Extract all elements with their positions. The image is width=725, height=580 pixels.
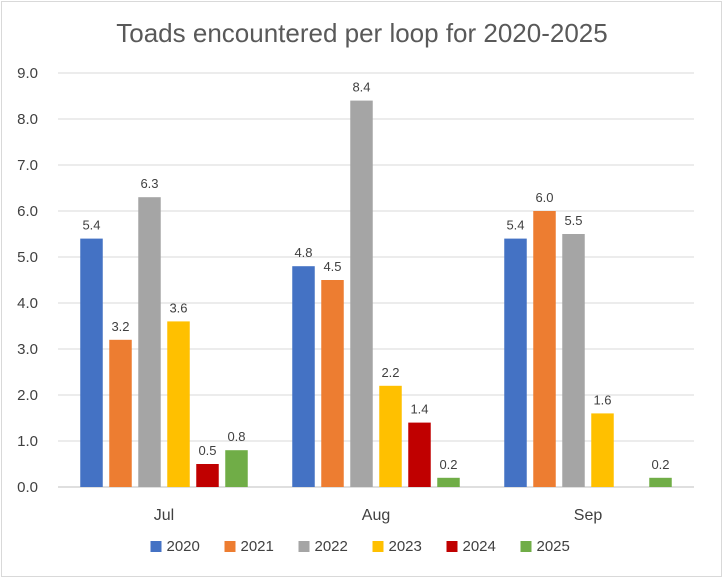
data-label-2022-sep: 5.5 bbox=[564, 213, 582, 228]
y-tick-label: 7.0 bbox=[17, 157, 38, 174]
bar-2021-jul bbox=[109, 339, 132, 487]
y-tick-label: 3.0 bbox=[17, 341, 38, 358]
data-label-2023-sep: 1.6 bbox=[593, 392, 611, 407]
legend-swatch bbox=[446, 541, 458, 552]
bar-2023-jul bbox=[167, 321, 190, 487]
legend-label: 2021 bbox=[241, 538, 274, 555]
data-label-2021-aug: 4.5 bbox=[323, 259, 341, 274]
data-label-2025-jul: 0.8 bbox=[227, 429, 245, 444]
legend-item-2025: 2025 bbox=[520, 538, 570, 555]
data-labels: 5.4 3.2 6.3 3.6 0.5 0.8 4.8 4.5 8.4 2.2 1.4 0.2 5.4 6… bbox=[82, 80, 669, 472]
legend-swatch bbox=[372, 541, 384, 552]
data-label-2024-jul: 0.5 bbox=[198, 443, 216, 458]
legend-swatch bbox=[224, 541, 236, 552]
bar-2023-aug bbox=[379, 385, 402, 487]
bar-2020-sep bbox=[504, 238, 527, 487]
legend-item-2021: 2021 bbox=[224, 538, 274, 555]
bar-2022-jul bbox=[138, 197, 161, 487]
data-label-2020-jul: 5.4 bbox=[82, 218, 100, 233]
legend-swatch bbox=[298, 541, 310, 552]
bars bbox=[80, 100, 672, 487]
y-tick-label: 0.0 bbox=[17, 479, 38, 496]
legend-label: 2022 bbox=[315, 538, 348, 555]
data-label-2021-jul: 3.2 bbox=[111, 319, 129, 334]
data-label-2022-aug: 8.4 bbox=[352, 80, 370, 95]
data-label-2025-sep: 0.2 bbox=[651, 457, 669, 472]
y-tick-label: 6.0 bbox=[17, 203, 38, 220]
bar-2022-aug bbox=[350, 100, 373, 487]
bar-2020-aug bbox=[292, 266, 315, 487]
bar-2024-aug bbox=[408, 422, 431, 487]
data-label-2020-aug: 4.8 bbox=[294, 245, 312, 260]
bar-2020-jul bbox=[80, 238, 103, 487]
data-label-2025-aug: 0.2 bbox=[439, 457, 457, 472]
y-tick-label: 9.0 bbox=[17, 65, 38, 82]
bar-2024-jul bbox=[196, 464, 219, 487]
legend-label: 2025 bbox=[537, 538, 570, 555]
data-label-2023-aug: 2.2 bbox=[381, 365, 399, 380]
chart-title: Toads encountered per loop for 2020-2025 bbox=[116, 18, 607, 48]
legend: 2020 2021 2022 2023 2024 2025 bbox=[150, 538, 570, 555]
bar-2025-jul bbox=[225, 450, 248, 487]
legend-swatch bbox=[520, 541, 532, 552]
y-axis-ticks: 0.0 1.0 2.0 3.0 4.0 5.0 6.0 7.0 8.0 9.0 bbox=[17, 65, 38, 496]
x-tick-label-sep: Sep bbox=[574, 507, 603, 524]
data-label-2022-jul: 6.3 bbox=[140, 176, 158, 191]
bar-2021-aug bbox=[321, 280, 344, 487]
data-label-2020-sep: 5.4 bbox=[506, 218, 524, 233]
bar-2021-sep bbox=[533, 211, 556, 487]
legend-item-2022: 2022 bbox=[298, 538, 348, 555]
y-tick-label: 2.0 bbox=[17, 387, 38, 404]
y-tick-label: 5.0 bbox=[17, 249, 38, 266]
legend-swatch bbox=[150, 541, 162, 552]
legend-label: 2020 bbox=[167, 538, 200, 555]
x-tick-label-aug: Aug bbox=[362, 507, 390, 524]
legend-item-2024: 2024 bbox=[446, 538, 496, 555]
bar-2022-sep bbox=[562, 234, 585, 487]
x-axis: Jul Aug Sep bbox=[154, 507, 603, 524]
bar-2025-sep bbox=[649, 477, 672, 487]
data-label-2024-aug: 1.4 bbox=[410, 402, 428, 417]
bar-2023-sep bbox=[591, 413, 614, 487]
legend-item-2023: 2023 bbox=[372, 538, 422, 555]
y-tick-label: 1.0 bbox=[17, 433, 38, 450]
bar-2025-aug bbox=[437, 477, 460, 487]
gridlines bbox=[58, 72, 694, 488]
legend-item-2020: 2020 bbox=[150, 538, 200, 555]
y-tick-label: 8.0 bbox=[17, 111, 38, 128]
data-label-2021-sep: 6.0 bbox=[535, 190, 553, 205]
legend-label: 2024 bbox=[463, 538, 496, 555]
x-tick-label-jul: Jul bbox=[154, 507, 174, 524]
y-tick-label: 4.0 bbox=[17, 295, 38, 312]
data-label-2023-jul: 3.6 bbox=[169, 300, 187, 315]
legend-label: 2023 bbox=[389, 538, 422, 555]
